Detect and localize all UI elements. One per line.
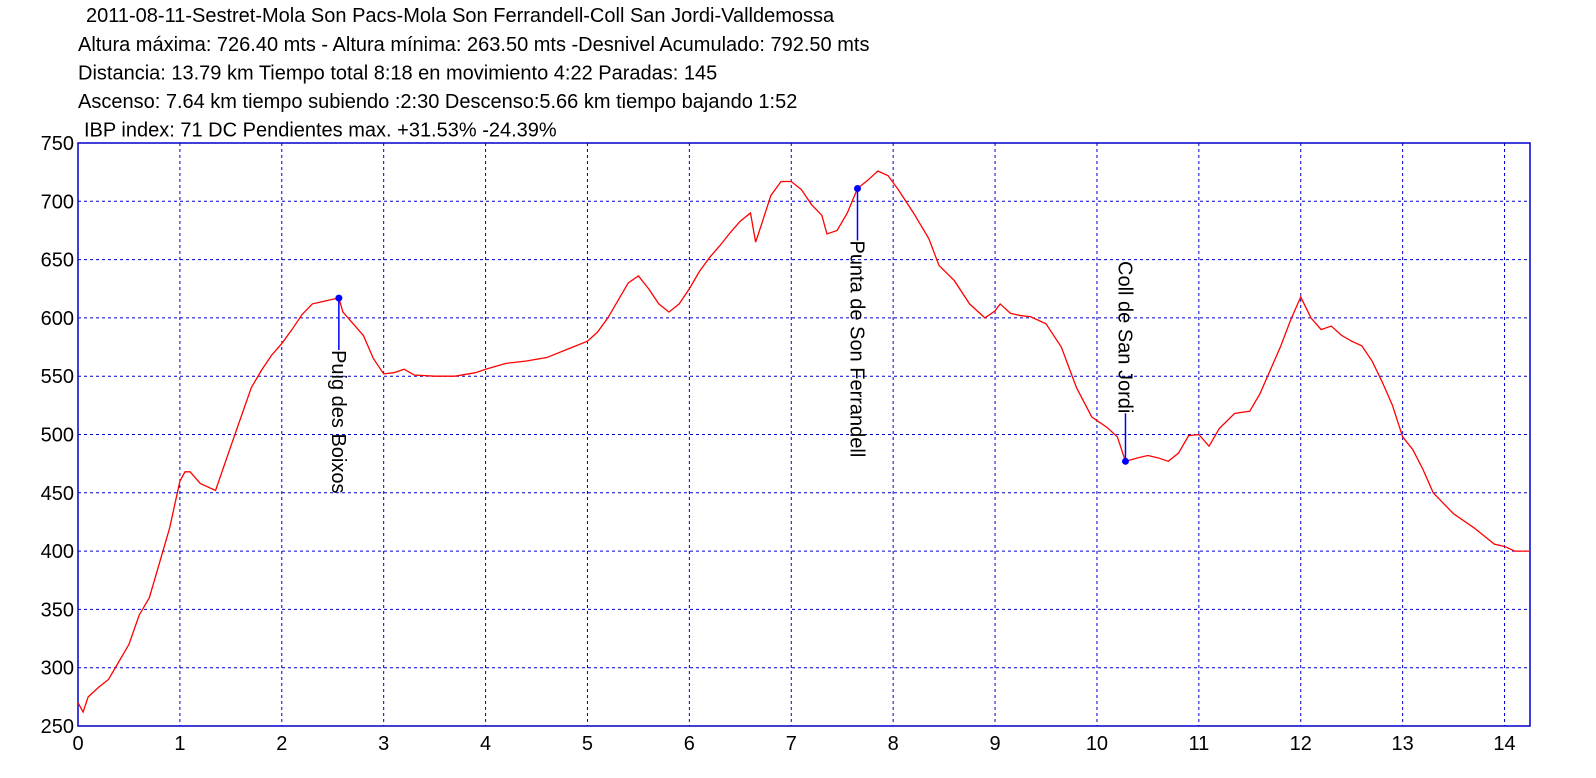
- x-tick-label: 2: [276, 733, 287, 755]
- y-tick-label: 750: [41, 133, 74, 155]
- x-tick-label: 5: [582, 733, 593, 755]
- y-tick-label: 450: [41, 483, 74, 505]
- x-tick-label: 14: [1493, 733, 1515, 755]
- x-tick-label: 6: [684, 733, 695, 755]
- x-tick-label: 4: [480, 733, 491, 755]
- x-tick-label: 12: [1290, 733, 1312, 755]
- x-tick-label: 3: [378, 733, 389, 755]
- x-tick-label: 1: [174, 733, 185, 755]
- x-tick-label: 8: [888, 733, 899, 755]
- x-tick-label: 13: [1392, 733, 1414, 755]
- header-line: Ascenso: 7.64 km tiempo subiendo :2:30 D…: [78, 91, 797, 113]
- y-tick-label: 550: [41, 366, 74, 388]
- annotation-label: Puig des Boixos: [327, 350, 349, 493]
- x-tick-label: 11: [1188, 733, 1209, 755]
- y-tick-label: 650: [41, 250, 74, 272]
- y-tick-label: 400: [41, 541, 74, 563]
- header-line: Distancia: 13.79 km Tiempo total 8:18 en…: [78, 63, 717, 85]
- header-line: Altura máxima: 726.40 mts - Altura mínim…: [78, 34, 869, 56]
- annotation-marker: [1121, 457, 1129, 465]
- chart-title: 2011-08-11-Sestret-Mola Son Pacs-Mola So…: [86, 5, 835, 27]
- y-tick-label: 300: [41, 658, 74, 680]
- header-line: IBP index: 71 DC Pendientes max. +31.53%…: [84, 120, 557, 142]
- annotation-label: Punta de Son Ferrandell: [845, 240, 867, 457]
- y-tick-label: 350: [41, 599, 74, 621]
- y-tick-label: 250: [41, 716, 74, 738]
- y-tick-label: 500: [41, 425, 74, 447]
- annotation-label: Coll de San Jordi: [1113, 261, 1135, 413]
- annotation-marker: [853, 184, 861, 192]
- plot-frame: [77, 142, 1531, 727]
- y-tick-label: 600: [41, 308, 74, 330]
- annotation-marker: [335, 294, 343, 302]
- x-tick-label: 9: [989, 733, 1000, 755]
- x-tick-label: 0: [72, 733, 83, 755]
- y-tick-label: 700: [41, 191, 74, 213]
- x-tick-label: 7: [786, 733, 797, 755]
- x-tick-label: 10: [1086, 733, 1108, 755]
- elevation-line: [77, 170, 1530, 714]
